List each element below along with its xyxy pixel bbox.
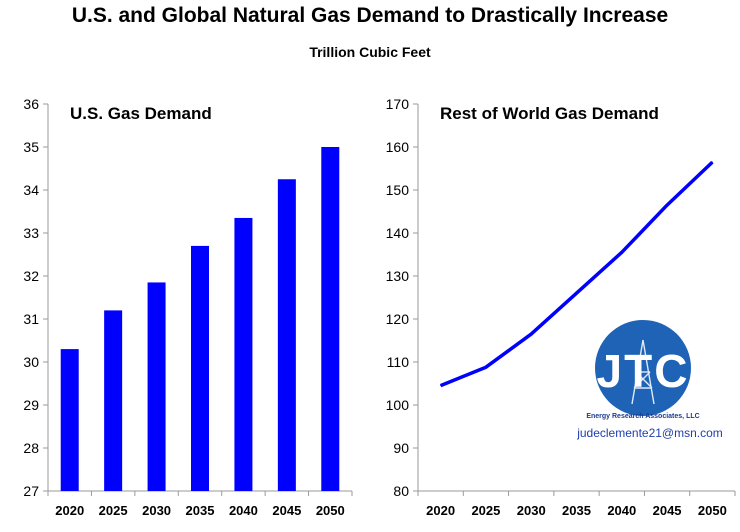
us-y-tick-label: 34 bbox=[23, 182, 39, 198]
us-x-tick-label: 2035 bbox=[186, 503, 215, 518]
line-point-2025 bbox=[485, 366, 487, 368]
world-x-tick-label: 2035 bbox=[562, 503, 591, 518]
us-x-tick-label: 2025 bbox=[99, 503, 128, 518]
us-y-tick-label: 27 bbox=[23, 483, 39, 499]
us-y-tick-label: 31 bbox=[23, 311, 39, 327]
line-point-2030 bbox=[530, 333, 532, 335]
world-y-tick-label: 160 bbox=[386, 139, 410, 155]
world-y-tick-label: 170 bbox=[386, 96, 410, 112]
bar-2050 bbox=[321, 147, 340, 491]
chart-subtitle: Trillion Cubic Feet bbox=[309, 44, 431, 60]
us-x-tick-label: 2020 bbox=[55, 503, 84, 518]
us-x-tick-label: 2040 bbox=[229, 503, 258, 518]
us-y-tick-label: 29 bbox=[23, 397, 39, 413]
line-point-2040 bbox=[621, 251, 623, 253]
us-chart-title: U.S. Gas Demand bbox=[70, 104, 212, 123]
world-x-tick-label: 2045 bbox=[653, 503, 682, 518]
world-y-tick-label: 90 bbox=[393, 440, 409, 456]
line-point-2050 bbox=[711, 161, 713, 163]
us-x-tick-label: 2030 bbox=[142, 503, 171, 518]
bar-2035 bbox=[191, 245, 209, 491]
world-x-tick-label: 2020 bbox=[426, 503, 455, 518]
world-x-tick-label: 2025 bbox=[471, 503, 500, 518]
world-x-tick-label: 2040 bbox=[607, 503, 636, 518]
contact-email: judeclemente21@msn.com bbox=[576, 426, 723, 440]
line-point-2035 bbox=[576, 292, 577, 294]
bar-2030 bbox=[147, 282, 166, 491]
bar-2040 bbox=[234, 217, 253, 491]
us-y-tick-label: 35 bbox=[23, 139, 39, 155]
world-y-tick-label: 80 bbox=[393, 483, 409, 499]
us-y-tick-label: 30 bbox=[23, 354, 39, 370]
us-x-tick-label: 2045 bbox=[272, 503, 301, 518]
bar-2045 bbox=[277, 179, 296, 491]
world-y-tick-label: 120 bbox=[386, 311, 410, 327]
world-chart-title: Rest of World Gas Demand bbox=[440, 104, 659, 123]
line-point-2045 bbox=[666, 204, 668, 206]
bar-2020 bbox=[60, 349, 79, 491]
world-y-tick-label: 100 bbox=[386, 397, 410, 413]
page-title: U.S. and Global Natural Gas Demand to Dr… bbox=[71, 4, 669, 27]
jtc-logo: JTC Energy Research Associates, LLC jude… bbox=[576, 320, 723, 440]
us-y-tick-label: 32 bbox=[23, 268, 39, 284]
logo-text: JTC bbox=[597, 345, 690, 397]
oil-derrick-icon bbox=[631, 339, 655, 405]
world-x-tick-label: 2050 bbox=[698, 503, 727, 518]
us-y-tick-label: 33 bbox=[23, 225, 39, 241]
us-y-tick-label: 36 bbox=[23, 96, 39, 112]
world-y-tick-label: 140 bbox=[386, 225, 410, 241]
world-y-tick-label: 110 bbox=[387, 354, 410, 370]
line-point-2020 bbox=[440, 385, 442, 387]
us-y-tick-label: 28 bbox=[23, 440, 39, 456]
world-x-tick-label: 2030 bbox=[517, 503, 546, 518]
logo-subtext: Energy Research Associates, LLC bbox=[586, 413, 699, 420]
world-y-tick-label: 150 bbox=[386, 182, 410, 198]
bar-2025 bbox=[104, 310, 123, 491]
logo-circle bbox=[595, 320, 691, 416]
us-gas-demand-chart: 27 28 29 30 31 32 33 34 35 36 2020 2025 2030 2035 2040… bbox=[23, 96, 353, 518]
world-y-tick-label: 130 bbox=[386, 268, 410, 284]
us-x-tick-label: 2050 bbox=[316, 503, 345, 518]
rest-of-world-gas-demand-chart: 80 90 100 110 120 130 140 150 160 170 2020 2025 2030… bbox=[386, 96, 736, 518]
